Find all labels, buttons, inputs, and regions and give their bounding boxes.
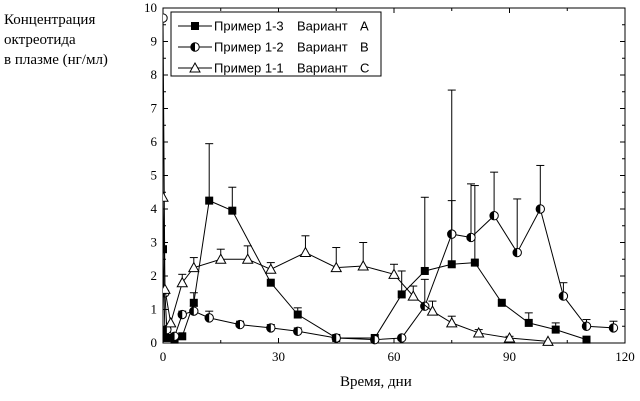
series-3-point-3 bbox=[177, 278, 187, 287]
series-1-point-4 bbox=[179, 333, 186, 340]
series-3-point-14 bbox=[447, 318, 457, 327]
series-1-point-17 bbox=[525, 319, 532, 326]
series-2-point-12 bbox=[398, 334, 406, 342]
series-2-error-bar-18 bbox=[536, 165, 544, 209]
series-2-point-3 bbox=[170, 332, 178, 340]
series-2-point-11 bbox=[371, 335, 379, 343]
legend-variant-3: C bbox=[360, 61, 369, 76]
series-1-point-15 bbox=[471, 259, 478, 266]
series-2-point-9 bbox=[294, 327, 302, 335]
legend-variant-2: B bbox=[360, 40, 369, 55]
legend-label-2: Пример 1-2 bbox=[214, 40, 284, 55]
series-1-point-16 bbox=[498, 299, 505, 306]
series-1-point-14 bbox=[448, 261, 455, 268]
series-3-point-2 bbox=[166, 318, 176, 327]
series-1-point-0 bbox=[160, 246, 167, 253]
series-2-point-0 bbox=[159, 14, 167, 22]
series-1 bbox=[160, 90, 591, 343]
series-1-point-6 bbox=[206, 197, 213, 204]
legend-variant-label-3: Вариант bbox=[297, 61, 348, 76]
x-tick-label-1: 30 bbox=[272, 349, 285, 364]
series-2-point-5 bbox=[190, 307, 198, 315]
y-tick-label-3: 3 bbox=[151, 235, 158, 250]
legend-variant-label-2: Вариант bbox=[297, 40, 348, 55]
series-3-point-4 bbox=[189, 263, 199, 272]
x-tick-label-2: 60 bbox=[388, 349, 401, 364]
series-1-point-5 bbox=[190, 299, 197, 306]
series-2-point-17 bbox=[513, 248, 521, 256]
series-1-point-2 bbox=[163, 334, 170, 341]
x-tick-label-0: 0 bbox=[160, 349, 167, 364]
legend: Пример 1-3 Вариант A Пример 1-2 Вариант B Прим… bbox=[171, 12, 381, 76]
series-1-error-bar-6 bbox=[205, 144, 213, 201]
legend-variant-1: A bbox=[360, 19, 369, 34]
y-tick-label-2: 2 bbox=[151, 268, 158, 283]
series-1-point-8 bbox=[267, 279, 274, 286]
y-tick-label-9: 9 bbox=[151, 34, 158, 49]
y-tick-label-1: 1 bbox=[151, 302, 158, 317]
series-2-point-8 bbox=[267, 324, 275, 332]
y-tick-label-4: 4 bbox=[151, 201, 158, 216]
series-3-point-1 bbox=[160, 284, 170, 293]
legend-marker-2 bbox=[191, 43, 199, 51]
series-2-error-bar-17 bbox=[513, 199, 521, 253]
y-tick-label-6: 6 bbox=[151, 134, 158, 149]
y-tick-label-5: 5 bbox=[151, 168, 158, 183]
series-2-point-6 bbox=[205, 314, 213, 322]
legend-label-1: Пример 1-3 bbox=[214, 19, 284, 34]
series-2-point-7 bbox=[236, 320, 244, 328]
series-2-point-15 bbox=[467, 233, 475, 241]
series-2-point-19 bbox=[559, 292, 567, 300]
series-1-point-12 bbox=[398, 291, 405, 298]
x-tick-label-4: 120 bbox=[615, 349, 635, 364]
series-2-point-18 bbox=[536, 205, 544, 213]
y-tick-label-8: 8 bbox=[151, 67, 158, 82]
legend-label-3: Пример 1-1 bbox=[214, 61, 284, 76]
x-tick-label-3: 90 bbox=[503, 349, 516, 364]
series-1-point-7 bbox=[229, 207, 236, 214]
series-2-error-bar-16 bbox=[490, 172, 498, 216]
series-1-point-19 bbox=[583, 336, 590, 343]
series-2-point-4 bbox=[178, 310, 186, 318]
series-2-point-20 bbox=[582, 322, 590, 330]
series-2-point-10 bbox=[332, 334, 340, 342]
legend-marker-1 bbox=[192, 23, 199, 30]
y-tick-label-0: 0 bbox=[151, 335, 158, 350]
series-3-point-0 bbox=[158, 192, 168, 201]
y-tick-label-7: 7 bbox=[151, 101, 158, 116]
series-3-point-10 bbox=[358, 261, 368, 270]
series-1-point-18 bbox=[552, 326, 559, 333]
y-tick-label-10: 10 bbox=[144, 0, 157, 15]
series-2-point-16 bbox=[490, 212, 498, 220]
series-1-point-13 bbox=[421, 267, 428, 274]
series-3-point-8 bbox=[300, 248, 310, 257]
series-1-error-bar-15 bbox=[471, 186, 479, 263]
series-2-point-21 bbox=[609, 324, 617, 332]
series-2-point-14 bbox=[448, 230, 456, 238]
series-2-error-bar-14 bbox=[448, 201, 456, 235]
series-1-point-9 bbox=[294, 311, 301, 318]
series-1-line bbox=[163, 201, 587, 340]
legend-variant-label-1: Вариант bbox=[297, 19, 348, 34]
series-1-error-bar-13 bbox=[421, 197, 429, 271]
series-3-point-7 bbox=[266, 264, 276, 273]
series-2-error-bar-15 bbox=[467, 184, 475, 238]
